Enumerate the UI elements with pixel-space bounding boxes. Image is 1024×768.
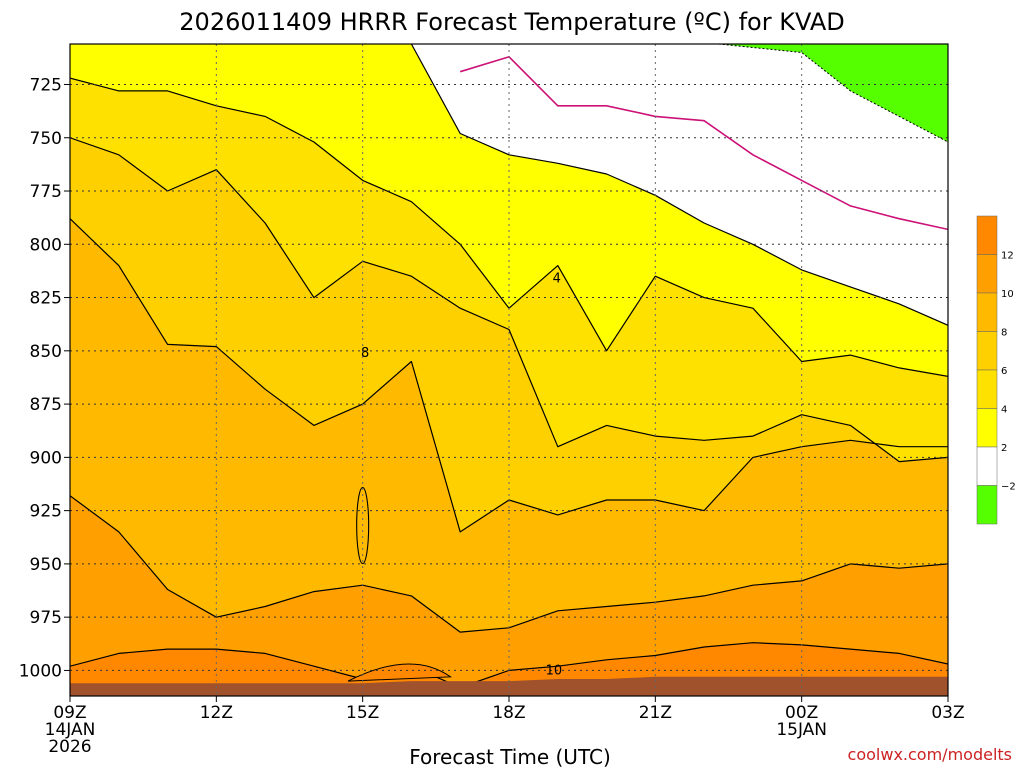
colorbar-swatch bbox=[976, 331, 998, 371]
y-tick-label: 750 bbox=[30, 129, 62, 149]
isotherm-8-pocket bbox=[356, 486, 370, 565]
x-tick-label: 15Z bbox=[346, 703, 379, 723]
x-axis-title: Forecast Time (UTC) bbox=[409, 745, 611, 768]
isotherm-2-line bbox=[410, 44, 948, 326]
colorbar-tick-label: 2 bbox=[1001, 443, 1007, 454]
isotherm-6-line bbox=[70, 137, 948, 463]
colorbar-swatch bbox=[976, 215, 998, 255]
y-tick-label: 925 bbox=[30, 502, 62, 522]
x-tick-label: 14JAN bbox=[45, 720, 96, 740]
x-tick-label: 2026 bbox=[48, 737, 91, 757]
plot-area: 4 8 10 bbox=[69, 43, 949, 697]
x-tick-label: 18Z bbox=[492, 703, 525, 723]
y-tick-label: 725 bbox=[30, 75, 62, 95]
colorbar-tick-label: 12 bbox=[1001, 251, 1014, 262]
y-tick-label: 850 bbox=[30, 342, 62, 362]
colorbar-swatch bbox=[976, 292, 998, 332]
colorbar-tick-label: −2 bbox=[1001, 482, 1016, 493]
colorbar-tick-label: 10 bbox=[1001, 289, 1014, 300]
colorbar-swatch bbox=[976, 254, 998, 294]
y-tick-label: 825 bbox=[30, 289, 62, 309]
colorbar-swatch bbox=[976, 369, 998, 409]
colorbar-tick-label: 4 bbox=[1001, 405, 1007, 416]
colorbar-swatch bbox=[976, 485, 998, 525]
credit-text: coolwx.com/modelts bbox=[848, 745, 1012, 764]
x-tick-label: 00Z bbox=[785, 703, 818, 723]
chart-title: 2026011409 HRRR Forecast Temperature (ºC… bbox=[179, 8, 844, 36]
y-tick-label: 975 bbox=[30, 608, 62, 628]
y-tick-label: 1000 bbox=[19, 661, 62, 681]
y-tick-label: 875 bbox=[30, 395, 62, 415]
colorbar-swatch bbox=[976, 408, 998, 448]
contour-label: 4 bbox=[553, 272, 561, 287]
y-tick-label: 800 bbox=[30, 235, 62, 255]
x-tick-label: 15JAN bbox=[776, 720, 827, 740]
isotherm-neg2-line bbox=[718, 43, 949, 143]
contour-label: 8 bbox=[361, 346, 369, 361]
x-tick-label: 12Z bbox=[200, 703, 233, 723]
colorbar-swatch bbox=[976, 446, 998, 486]
y-axis: 725 750 775 800 825 850 875 900 925 950 975 1000 bbox=[19, 75, 70, 681]
isotherm-0-line bbox=[459, 55, 948, 231]
contour-label: 10 bbox=[546, 664, 563, 679]
x-tick-label: 03Z bbox=[931, 703, 964, 723]
y-tick-label: 900 bbox=[30, 448, 62, 468]
band-neg2-2 bbox=[411, 44, 948, 326]
colorbar-tick-label: 8 bbox=[1001, 328, 1007, 339]
band-lt-neg2 bbox=[718, 44, 948, 142]
y-tick-label: 775 bbox=[30, 182, 62, 202]
y-tick-label: 950 bbox=[30, 555, 62, 575]
color-legend: −2 2 4 6 8 10 12 bbox=[976, 215, 1016, 525]
x-tick-label: 21Z bbox=[639, 703, 672, 723]
colorbar-tick-label: 6 bbox=[1001, 366, 1007, 377]
x-tick-label: 09Z bbox=[53, 703, 86, 723]
